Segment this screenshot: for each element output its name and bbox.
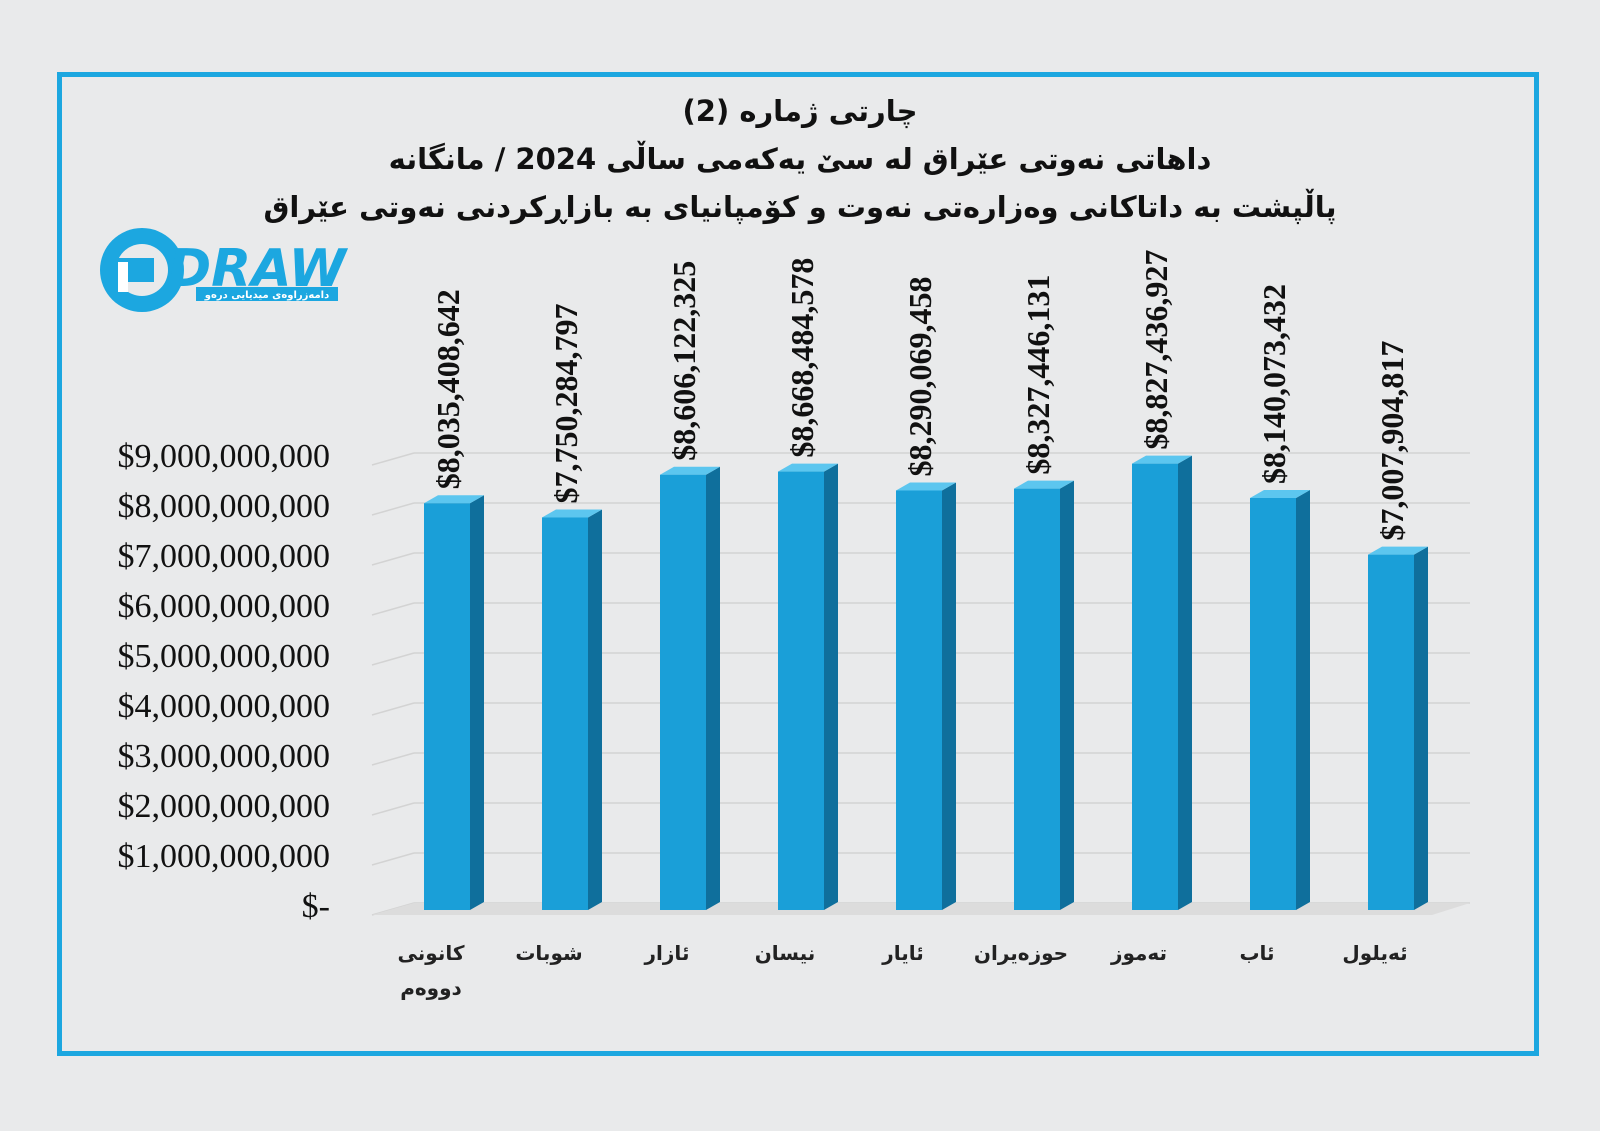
bar bbox=[896, 490, 942, 910]
bar-top bbox=[1368, 546, 1428, 555]
bar-top bbox=[424, 495, 484, 504]
y-tick-label: $7,000,000,000 bbox=[118, 538, 331, 575]
x-tick-label: ئەیلول bbox=[1342, 941, 1407, 965]
x-axis-labels: کانونی دووەم شوبات ئازار نیسان ئایار حوزەیران ت… bbox=[398, 941, 1408, 1000]
bar bbox=[1250, 497, 1296, 910]
gridline-side bbox=[371, 702, 415, 716]
bar-value-label: $8,140,073,432 bbox=[1256, 284, 1292, 484]
bar-top bbox=[778, 463, 838, 472]
bar-side bbox=[1296, 489, 1310, 910]
bar bbox=[542, 517, 588, 910]
y-tick-label: $4,000,000,000 bbox=[118, 688, 331, 725]
gridline-side bbox=[371, 802, 415, 816]
bar bbox=[1014, 488, 1060, 910]
chart-title: چارتی ژمارە (2) bbox=[682, 94, 918, 128]
bar-side bbox=[1060, 480, 1074, 910]
bar-value-label: $8,035,408,642 bbox=[430, 289, 466, 489]
bar-side bbox=[1414, 546, 1428, 910]
bar bbox=[424, 503, 470, 910]
bar-top bbox=[1014, 480, 1074, 489]
x-tick-label: شوبات bbox=[515, 941, 582, 965]
chart-source-note: پاڵپشت بە داتاکانی وەزارەتی نەوت و کۆمپا… bbox=[263, 190, 1337, 224]
x-tick-label: ئاب bbox=[1239, 941, 1274, 965]
gridline-side bbox=[371, 752, 415, 766]
bar-value-label: $8,827,436,927 bbox=[1138, 250, 1174, 450]
x-tick-label: حوزەیران bbox=[974, 941, 1068, 965]
gridline-side bbox=[371, 652, 415, 666]
y-tick-label: $5,000,000,000 bbox=[118, 638, 331, 675]
bar-side bbox=[706, 466, 720, 910]
x-tick-label: ئازار bbox=[644, 941, 690, 965]
bar bbox=[660, 474, 706, 910]
x-tick-label: نیسان bbox=[755, 941, 816, 965]
y-tick-label: $6,000,000,000 bbox=[118, 588, 331, 625]
gridline-side bbox=[371, 552, 415, 566]
y-tick-label: $- bbox=[302, 888, 330, 925]
bar-side bbox=[824, 463, 838, 910]
gridline-side bbox=[371, 852, 415, 866]
y-tick-label: $2,000,000,000 bbox=[118, 788, 331, 825]
bar bbox=[1368, 554, 1414, 910]
draw-logo: DRAW دامەزراوەی میدیایی درەو bbox=[100, 228, 349, 312]
bar-value-label: $8,668,484,578 bbox=[784, 258, 820, 458]
gridline-side bbox=[371, 602, 415, 616]
bar-value-label: $8,327,446,131 bbox=[1020, 275, 1056, 475]
y-tick-label: $9,000,000,000 bbox=[118, 438, 331, 475]
data-labels: $8,035,408,642 $7,750,284,797 $8,606,122,3… bbox=[430, 250, 1410, 541]
y-tick-label: $8,000,000,000 bbox=[118, 488, 331, 525]
y-axis-labels: $- $1,000,000,000 $2,000,000,000 $3,000,000… bbox=[118, 438, 331, 925]
bar-side bbox=[588, 509, 602, 910]
logo-tagline: دامەزراوەی میدیایی درەو bbox=[204, 290, 329, 301]
x-tick-label: کانونی bbox=[398, 941, 465, 965]
bar bbox=[1132, 463, 1178, 910]
bar bbox=[778, 471, 824, 910]
bar-side bbox=[942, 482, 956, 910]
bar-side bbox=[470, 495, 484, 910]
bar-top bbox=[1132, 455, 1192, 464]
chart-subtitle: داهاتی نەوتی عێراق لە سێ یەکەمی ساڵی 202… bbox=[388, 142, 1212, 176]
x-tick-label: تەموز bbox=[1110, 941, 1167, 965]
bar-value-label: $8,606,122,325 bbox=[666, 261, 702, 461]
y-tick-label: $3,000,000,000 bbox=[118, 738, 331, 775]
x-tick-label: ئایار bbox=[881, 941, 924, 965]
bar-top bbox=[660, 466, 720, 475]
bar-top bbox=[1250, 489, 1310, 498]
bar-value-label: $7,007,904,817 bbox=[1374, 341, 1410, 541]
bar-value-label: $7,750,284,797 bbox=[548, 303, 584, 503]
bar-top bbox=[542, 509, 602, 518]
gridline-side bbox=[371, 502, 415, 516]
x-tick-label: دووەم bbox=[400, 976, 462, 1000]
bar-top bbox=[896, 482, 956, 491]
bar-value-label: $8,290,069,458 bbox=[902, 276, 938, 476]
bars bbox=[424, 455, 1428, 910]
y-tick-label: $1,000,000,000 bbox=[118, 838, 331, 875]
gridline-side bbox=[371, 452, 415, 466]
bar-side bbox=[1178, 455, 1192, 910]
